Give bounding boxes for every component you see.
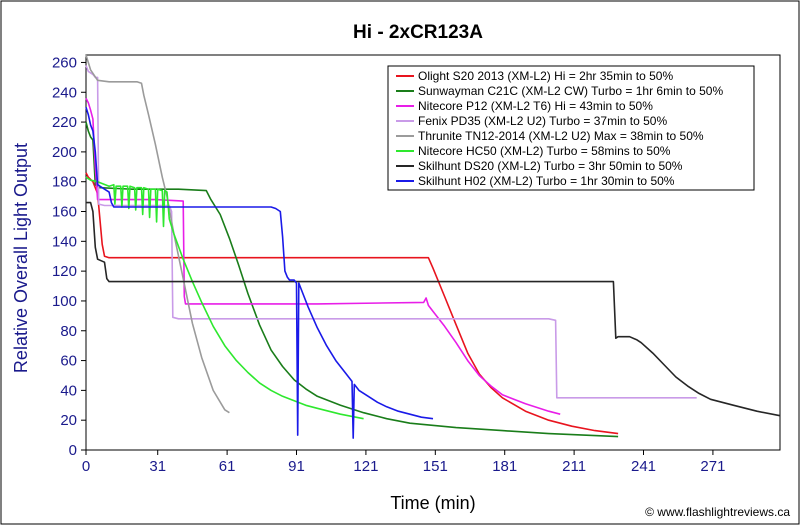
series-line-5 bbox=[85, 176, 364, 420]
x-tick-label: 271 bbox=[700, 458, 725, 475]
x-tick-label: 181 bbox=[492, 458, 517, 475]
x-tick-label: 241 bbox=[631, 458, 656, 475]
y-tick-label: 40 bbox=[60, 382, 77, 399]
y-tick-label: 220 bbox=[52, 114, 77, 131]
legend: Olight S20 2013 (XM-L2) Hi = 2hr 35min t… bbox=[387, 65, 755, 191]
series-line-4 bbox=[85, 54, 230, 414]
y-axis: 0 20 40 60 80 100 120 140 160 180 200 220 240 260 bbox=[52, 54, 86, 459]
legend-entry: Sunwayman C21C (XM-L2 CW) Turbo = 1hr 6m… bbox=[418, 84, 723, 98]
x-tick-label: 31 bbox=[149, 458, 166, 475]
y-tick-label: 200 bbox=[52, 144, 77, 161]
legend-entry: Olight S20 2013 (XM-L2) Hi = 2hr 35min t… bbox=[418, 69, 673, 83]
y-tick-label: 180 bbox=[52, 174, 77, 191]
legend-box bbox=[387, 65, 755, 191]
x-tick-label: 121 bbox=[353, 458, 378, 475]
y-tick-label: 60 bbox=[60, 353, 77, 370]
legend-entry: Fenix PD35 (XM-L2 U2) Turbo = 37min to 5… bbox=[418, 114, 667, 128]
y-tick-label: 100 bbox=[52, 293, 77, 310]
y-tick-label: 0 bbox=[69, 442, 77, 459]
legend-entry: Thrunite TN12-2014 (XM-L2 U2) Max = 38mi… bbox=[418, 129, 704, 143]
x-tick-label: 0 bbox=[82, 458, 90, 475]
x-tick-label: 91 bbox=[288, 458, 305, 475]
y-tick-label: 240 bbox=[52, 84, 77, 101]
legend-entry: Skilhunt H02 (XM-L2) Turbo = 1hr 30min t… bbox=[418, 174, 675, 188]
series-line-6 bbox=[86, 201, 781, 417]
x-tick-label: 211 bbox=[562, 458, 586, 475]
y-axis-label: Relative Overall Light Output bbox=[11, 143, 31, 373]
y-tick-label: 120 bbox=[52, 263, 77, 280]
y-tick-label: 20 bbox=[60, 412, 77, 429]
x-tick-label: 151 bbox=[423, 458, 448, 475]
series-line-7 bbox=[85, 106, 434, 439]
credit-text: © www.flashlightreviews.ca bbox=[645, 505, 790, 519]
series-line-0 bbox=[85, 172, 619, 435]
legend-entry: Nitecore P12 (XM-L2 T6) Hi = 43min to 50… bbox=[418, 99, 653, 113]
y-tick-label: 80 bbox=[60, 323, 77, 340]
legend-entry: Skilhunt DS20 (XM-L2) Turbo = 3hr 50min … bbox=[418, 159, 683, 173]
series-lines bbox=[85, 54, 781, 439]
y-tick-label: 160 bbox=[52, 204, 77, 221]
legend-items: Olight S20 2013 (XM-L2) Hi = 2hr 35min t… bbox=[396, 69, 723, 188]
series-line-2 bbox=[85, 97, 561, 415]
y-tick-label: 140 bbox=[52, 233, 77, 250]
chart-title: Hi - 2xCR123A bbox=[353, 22, 483, 43]
x-tick-label: 61 bbox=[219, 458, 236, 475]
legend-entry: Nitecore HC50 (XM-L2) Turbo = 58mins to … bbox=[418, 144, 671, 158]
x-axis-label: Time (min) bbox=[390, 493, 475, 513]
x-axis: 0 31 61 91 121 151 181 211 241 271 bbox=[82, 450, 725, 475]
y-tick-label: 260 bbox=[52, 54, 77, 71]
